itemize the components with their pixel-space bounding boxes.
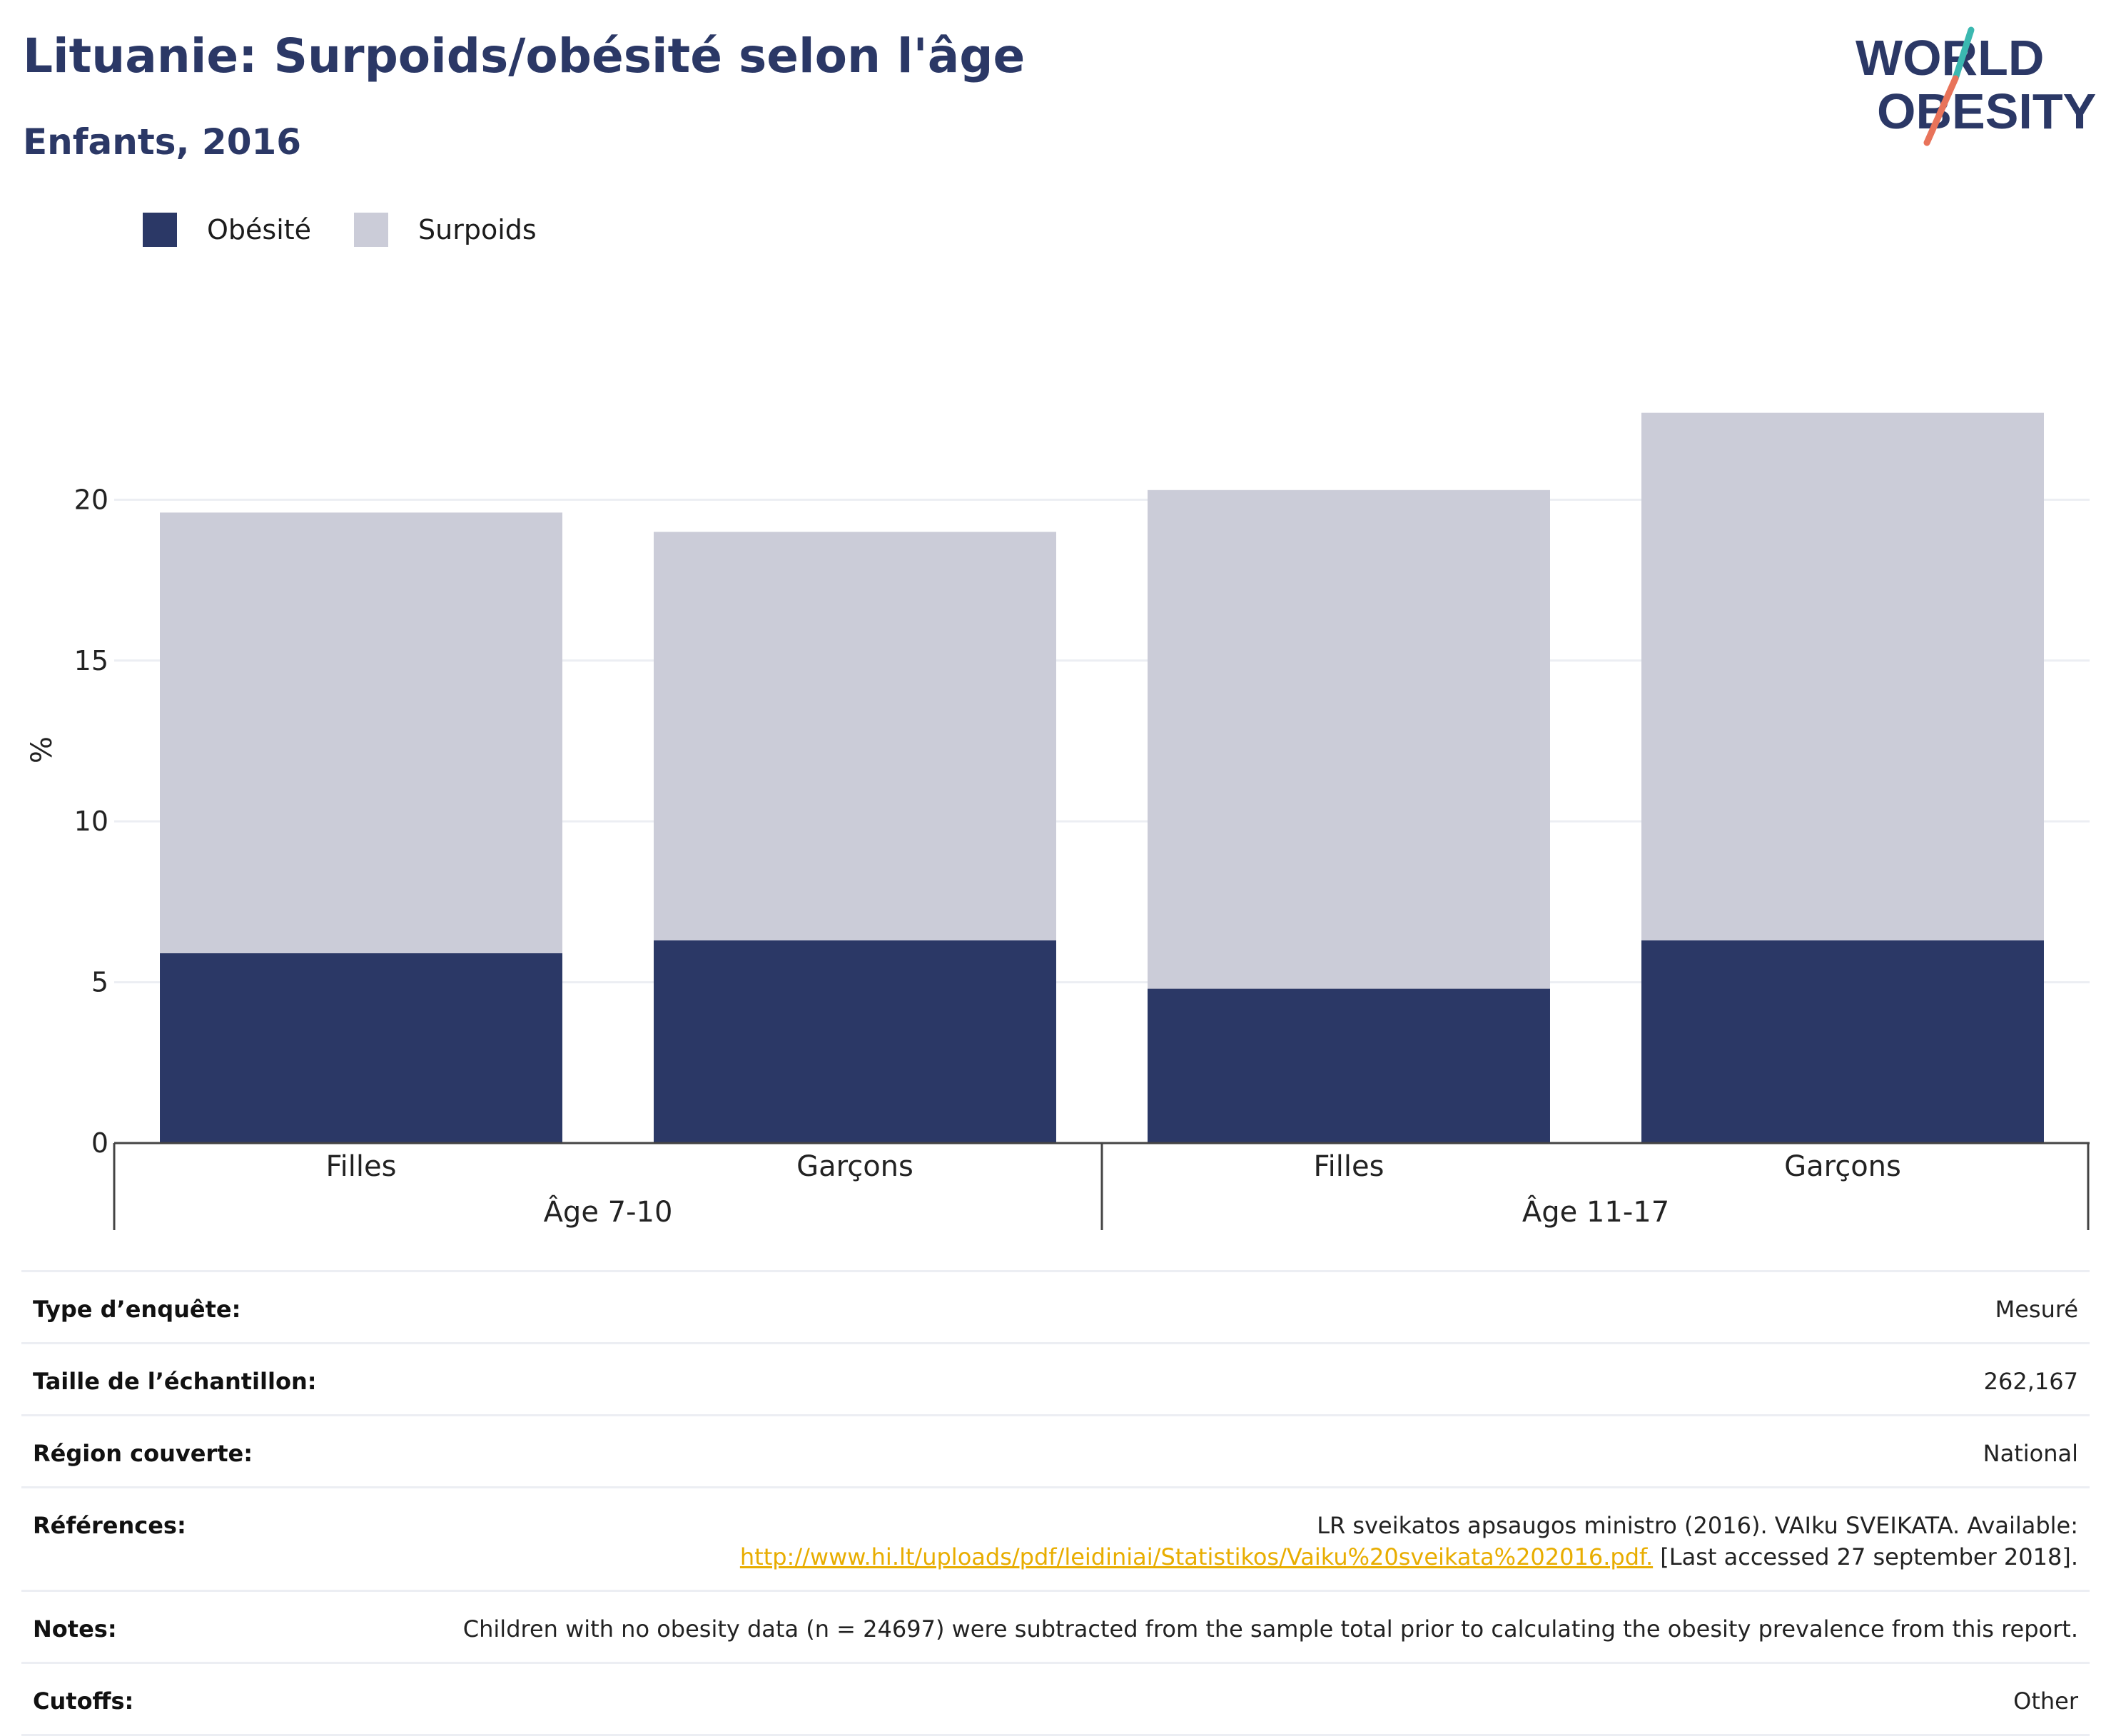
info-row-notes: Notes: Children with no obesity data (n … bbox=[21, 1592, 2090, 1664]
world-obesity-logo: WORLD OBESITY bbox=[1856, 26, 2096, 146]
survey-info-table: Type d’enquête: Mesuré Taille de l’échan… bbox=[21, 1270, 2090, 1736]
bar-obesity bbox=[160, 953, 562, 1143]
info-row-cutoffs: Cutoffs: Other bbox=[21, 1664, 2090, 1736]
info-row-survey-type: Type d’enquête: Mesuré bbox=[21, 1272, 2090, 1344]
logo-slash-teal bbox=[1952, 26, 1975, 82]
info-value: Mesuré bbox=[1995, 1296, 2078, 1323]
info-value: National bbox=[1983, 1440, 2078, 1467]
chart-legend: Obésité Surpoids bbox=[143, 213, 579, 247]
info-label: Région couverte: bbox=[33, 1440, 253, 1467]
info-label: Notes: bbox=[33, 1615, 117, 1643]
info-label: Références: bbox=[33, 1512, 186, 1539]
logo-word-obesity: OBESITY bbox=[1877, 83, 2096, 139]
y-tick-label: 0 bbox=[91, 1127, 108, 1159]
bar-overweight bbox=[160, 512, 562, 954]
chart-subtitle: Enfants, 2016 bbox=[23, 121, 302, 163]
bar-overweight bbox=[1148, 489, 1550, 989]
info-row-references: Références: LR sveikatos apsaugos minist… bbox=[21, 1488, 2090, 1592]
y-tick-label: 5 bbox=[91, 967, 108, 998]
group-label: Âge 11-17 bbox=[1522, 1194, 1669, 1229]
bar-overweight bbox=[1641, 412, 2044, 940]
y-tick-label: 20 bbox=[74, 484, 108, 515]
legend-item-obesity[interactable]: Obésité bbox=[143, 213, 311, 247]
info-value: Other bbox=[2013, 1687, 2078, 1715]
group-label: Âge 7-10 bbox=[544, 1194, 673, 1229]
x-tick-label: Garçons bbox=[1784, 1150, 1901, 1183]
info-label: Type d’enquête: bbox=[33, 1296, 241, 1323]
legend-swatch-overweight bbox=[354, 213, 389, 247]
info-row-sample-size: Taille de l’échantillon: 262,167 bbox=[21, 1344, 2090, 1416]
info-label: Taille de l’échantillon: bbox=[33, 1368, 317, 1395]
x-tick-label: Garçons bbox=[796, 1150, 913, 1183]
y-axis-title: % bbox=[26, 736, 59, 763]
info-label: Cutoffs: bbox=[33, 1687, 134, 1715]
legend-label-obesity: Obésité bbox=[207, 214, 312, 245]
bar-obesity bbox=[654, 940, 1056, 1143]
legend-label-overweight: Surpoids bbox=[418, 214, 537, 245]
references-value: LR sveikatos apsaugos ministro (2016). V… bbox=[740, 1510, 2078, 1573]
legend-swatch-obesity bbox=[143, 213, 177, 247]
logo-word-world: WORLD bbox=[1856, 30, 2044, 86]
references-suffix: [Last accessed 27 september 2018]. bbox=[1653, 1543, 2078, 1570]
logo-slash-coral bbox=[1923, 75, 1959, 146]
chart-title: Lituanie: Surpoids/obésité selon l'âge bbox=[23, 29, 1026, 83]
y-tick-label: 15 bbox=[74, 645, 108, 676]
y-tick-label: 10 bbox=[74, 806, 108, 837]
notes-value: Children with no obesity data (n = 24697… bbox=[462, 1615, 2078, 1643]
bar-chart: 0 5 10 15 20% Filles Garçons Filles Garçons Âge 7… bbox=[26, 412, 2090, 1230]
x-tick-label: Filles bbox=[1314, 1150, 1384, 1183]
info-value: 262,167 bbox=[1983, 1368, 2078, 1395]
bar-overweight bbox=[654, 532, 1056, 940]
bar-obesity bbox=[1148, 988, 1550, 1143]
references-link[interactable]: http://www.hi.lt/uploads/pdf/leidiniai/S… bbox=[739, 1543, 1654, 1570]
bar-obesity bbox=[1641, 940, 2044, 1143]
references-text: LR sveikatos apsaugos ministro (2016). V… bbox=[1317, 1512, 2078, 1539]
info-row-region: Région couverte: National bbox=[21, 1416, 2090, 1488]
x-tick-label: Filles bbox=[326, 1150, 397, 1183]
legend-item-overweight[interactable]: Surpoids bbox=[354, 213, 537, 247]
